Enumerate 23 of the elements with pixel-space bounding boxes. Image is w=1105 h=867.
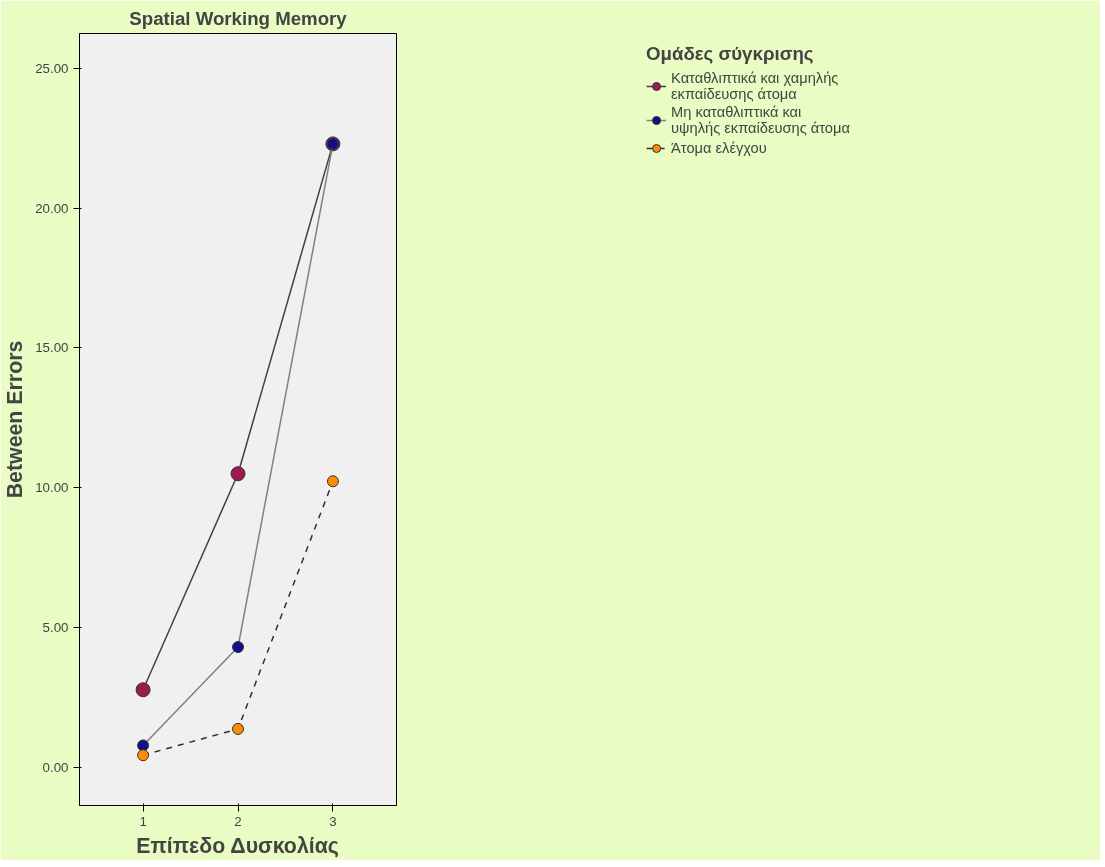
point (326, 475, 339, 488)
legend-label: Μη καταθλιπτικά και υψηλής εκπαίδευσης άτομα (671, 104, 850, 136)
y-tick-label: 0.00 (42, 759, 69, 775)
point (230, 466, 246, 482)
y-tick-label: 20.00 (35, 200, 69, 216)
legend-label: Καταθλιπτικά και χαμηλής εκπαίδευσης άτομα (671, 70, 839, 102)
point (135, 682, 151, 698)
point (137, 739, 150, 752)
point (137, 749, 150, 762)
y-tick-label: 15.00 (35, 340, 69, 356)
x-tick-label: 3 (329, 813, 337, 829)
legend-title: Ομάδες σύγκρισης (646, 43, 815, 65)
x-axis-title: Επίπεδο Δυσκολίας (136, 833, 339, 858)
point (232, 641, 244, 654)
legend-label: Άτομα ελέγχου (671, 140, 767, 156)
x-tick-label: 2 (234, 813, 242, 829)
y-tick-label: 5.00 (42, 619, 69, 635)
point (232, 722, 244, 735)
x-tick-label: 1 (139, 813, 147, 829)
y-tick-label: 25.00 (35, 60, 69, 76)
y-tick-label: 10.00 (35, 480, 69, 496)
chart-title: Spatial Working Memory (129, 7, 348, 29)
y-axis-title: Between Errors (3, 340, 28, 499)
